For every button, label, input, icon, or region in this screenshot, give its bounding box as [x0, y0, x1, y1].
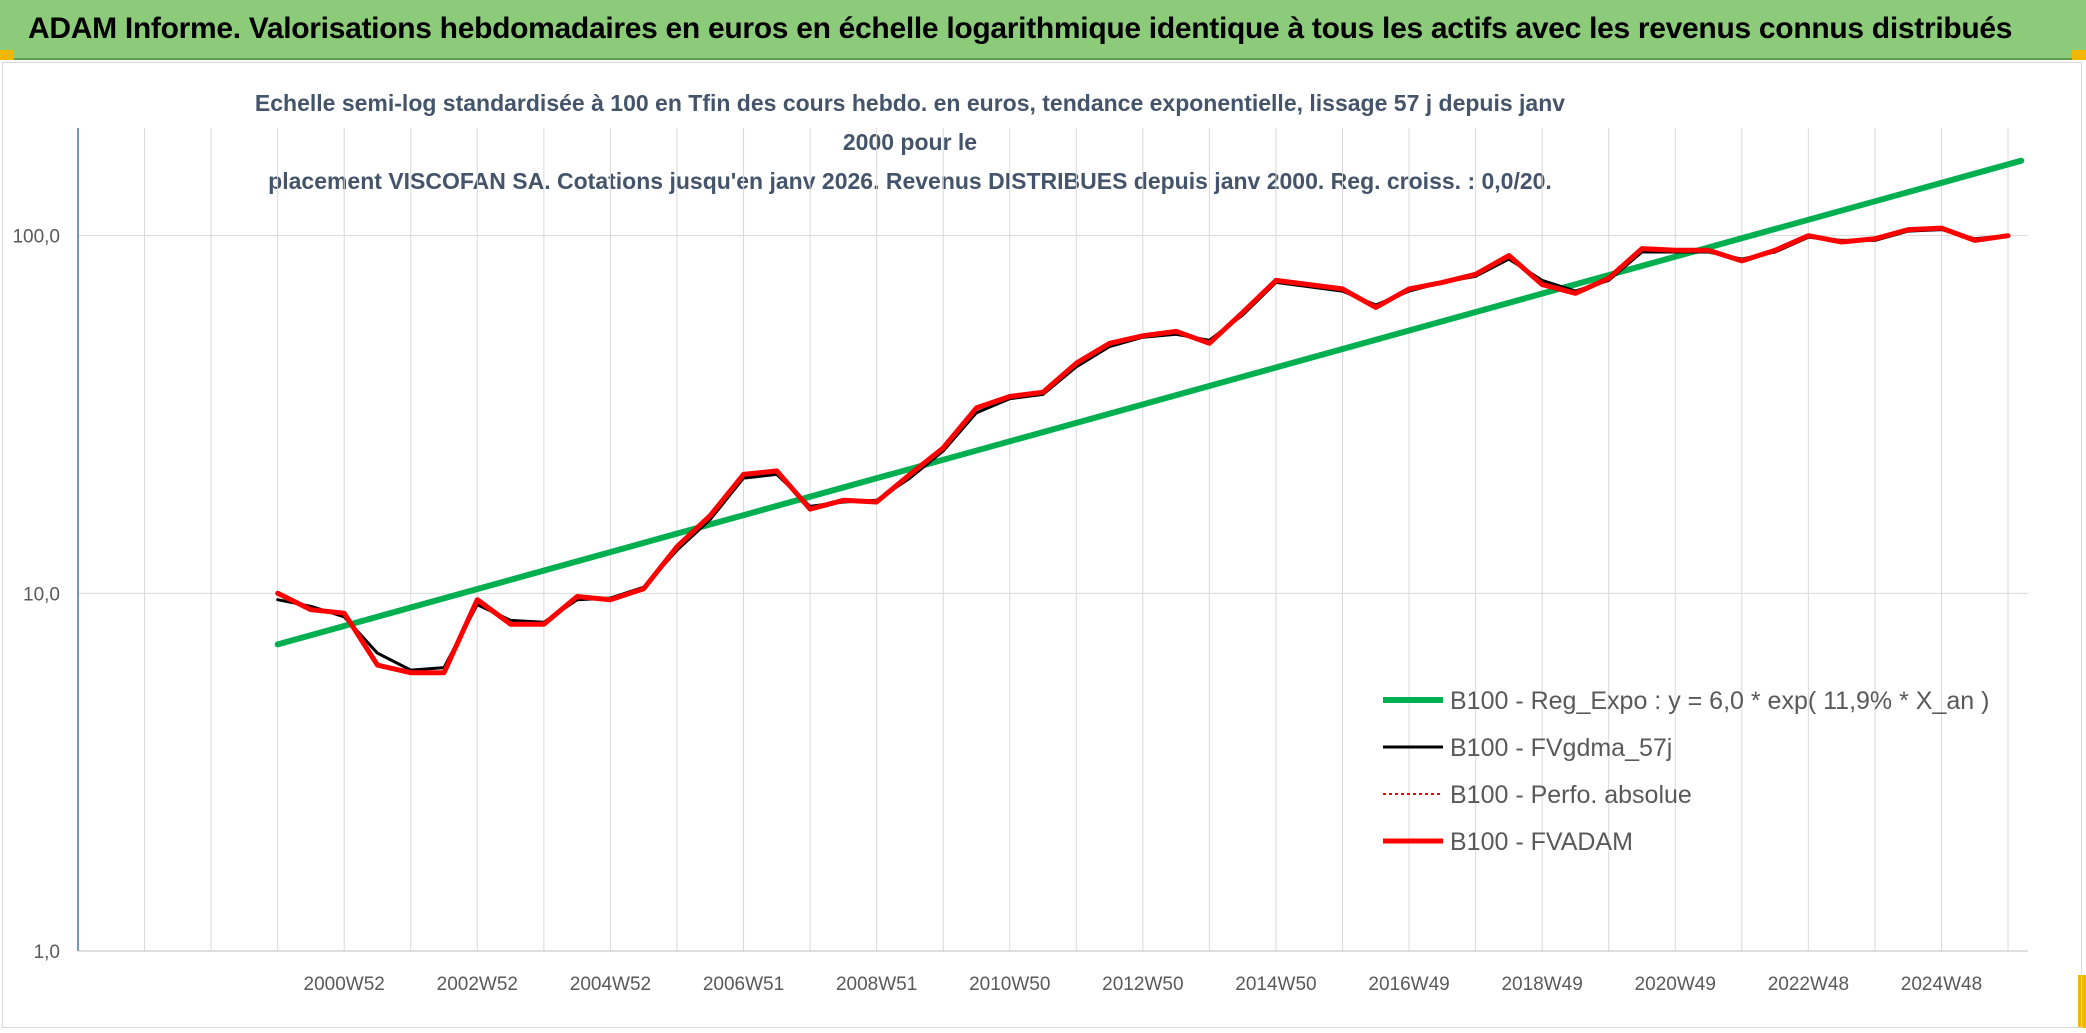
x-tick-label: 2010W50	[969, 974, 1050, 995]
legend-label: B100 - Perfo. absolue	[1450, 781, 1692, 809]
series-line-3	[276, 227, 2009, 674]
corner-marker-top-right	[2072, 50, 2086, 60]
header-banner: ADAM Informe. Valorisations hebdomadaire…	[0, 0, 2086, 60]
axis-layer: 1,0 10,0 100,0 2000W52 2002W52 2004W52 2006W51…	[12, 128, 2028, 995]
chart-frame	[2, 62, 2082, 1028]
legend: B100 - Reg_Expo : y = 6,0 * exp( 11,9% *…	[1383, 687, 1989, 856]
legend-label: B100 - Reg_Expo : y = 6,0 * exp( 11,9% *…	[1450, 687, 1989, 715]
x-tick-label: 2022W48	[1768, 974, 1849, 995]
x-tick-label: 2018W49	[1501, 974, 1582, 995]
y-tick-label: 100,0	[12, 227, 60, 248]
chart-title-line-2: placement VISCOFAN SA. Cotations jusqu'e…	[268, 168, 1552, 194]
legend-label: B100 - FVADAM	[1450, 828, 1633, 856]
x-tick-label: 2024W48	[1901, 974, 1982, 995]
y-tick-label: 10,0	[23, 584, 60, 605]
series-layer	[274, 157, 2025, 676]
chart-title: Echelle semi-log standardisée à 100 en T…	[250, 84, 1570, 201]
x-tick-label: 2006W51	[703, 974, 784, 995]
x-tick-label: 2014W50	[1235, 974, 1316, 995]
corner-marker-top-left	[0, 50, 14, 60]
grid-layer	[77, 128, 2028, 952]
x-tick-label: 2002W52	[437, 974, 518, 995]
x-tick-label: 2012W50	[1102, 974, 1183, 995]
x-tick-label: 2020W49	[1635, 974, 1716, 995]
x-tick-label: 2008W51	[836, 974, 917, 995]
x-tick-label: 2016W49	[1368, 974, 1449, 995]
report-title: ADAM Informe. Valorisations hebdomadaire…	[28, 12, 2013, 45]
legend-label: B100 - FVgdma_57j	[1450, 734, 1672, 762]
x-tick-label: 2004W52	[570, 974, 651, 995]
corner-marker-bottom-right	[2078, 975, 2086, 1028]
series-line-1	[274, 157, 2025, 648]
x-tick-label: 2000W52	[304, 974, 385, 995]
y-tick-label: 1,0	[34, 942, 60, 963]
chart-title-line-1: Echelle semi-log standardisée à 100 en T…	[254, 90, 1566, 155]
